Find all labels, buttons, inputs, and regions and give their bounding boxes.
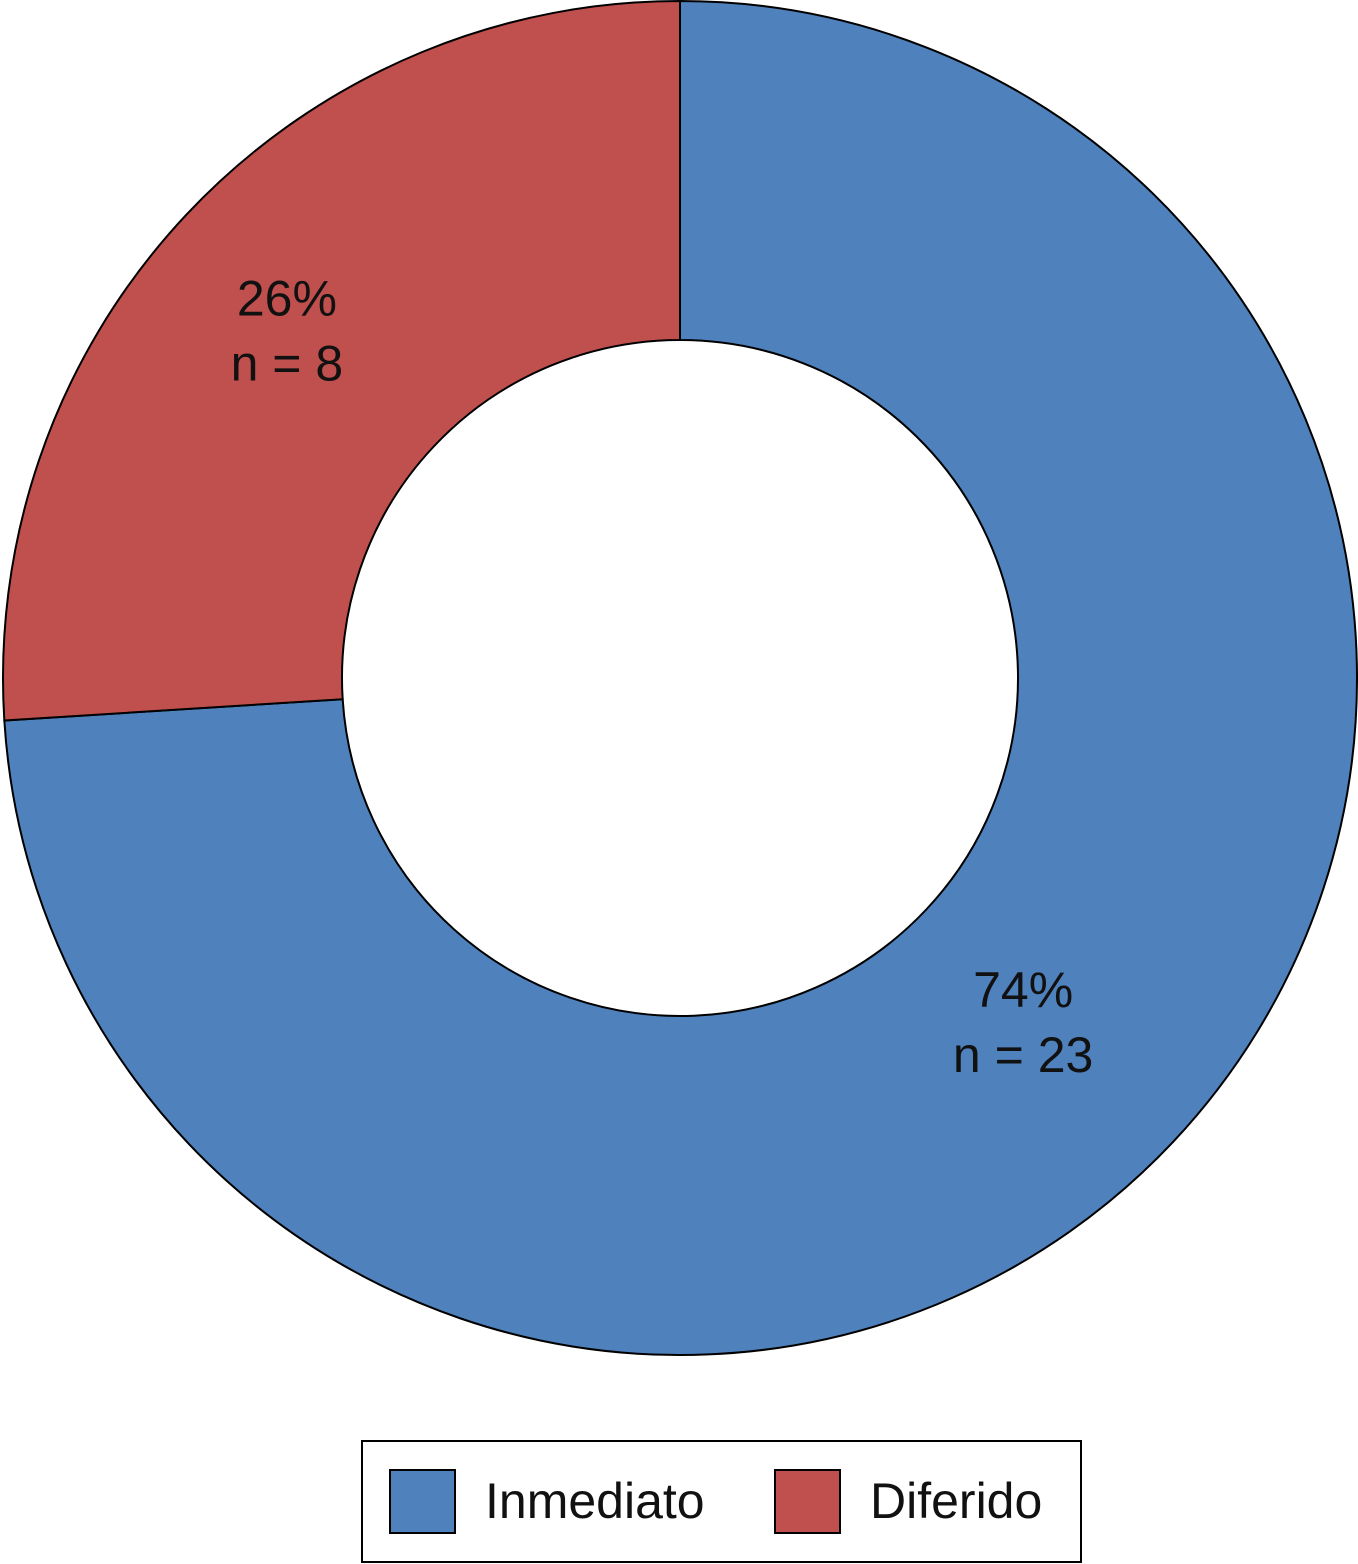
value-label: 26% — [237, 271, 337, 327]
legend-label: Inmediato — [485, 1473, 705, 1529]
legend-box — [361, 1440, 1082, 1563]
legend-swatch — [774, 1469, 841, 1534]
count-label: n = 8 — [231, 336, 344, 392]
legend-label: Diferido — [870, 1473, 1042, 1529]
count-label: n = 23 — [953, 1027, 1093, 1083]
donut-segment — [2, 0, 681, 722]
legend-swatch — [389, 1469, 456, 1534]
value-label: 74% — [973, 962, 1073, 1018]
donut-segment — [3, 0, 1358, 1356]
